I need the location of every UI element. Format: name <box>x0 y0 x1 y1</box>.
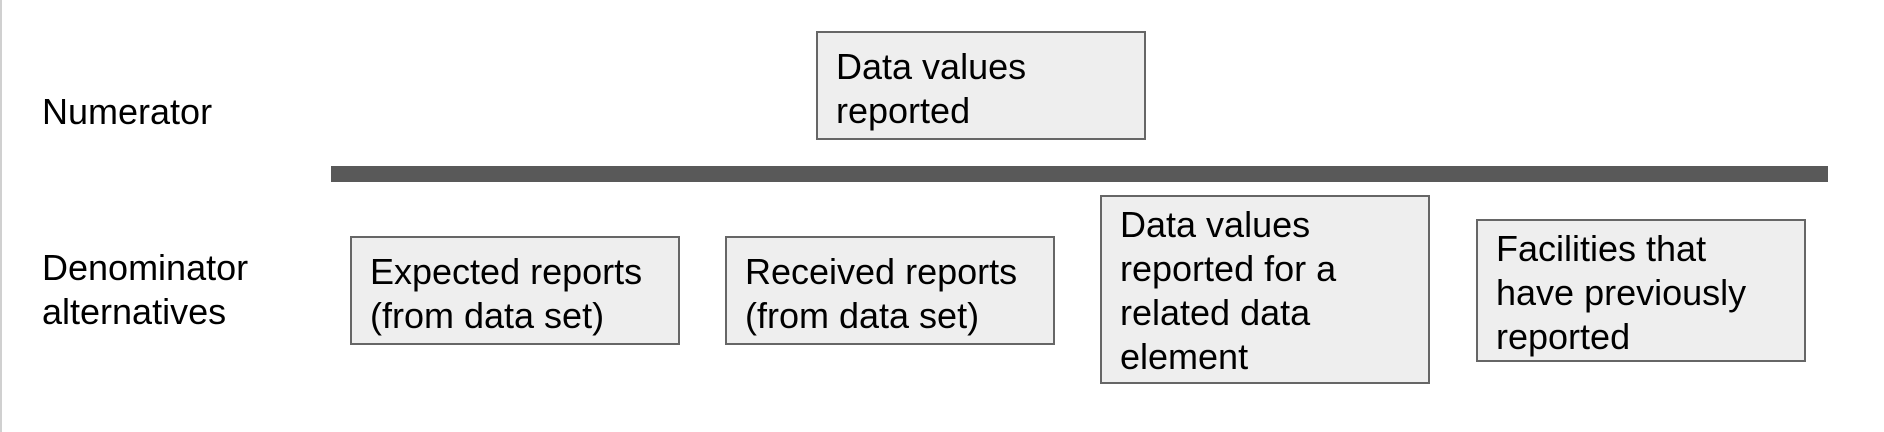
numerator-label-line: Numerator <box>42 91 213 132</box>
box-text-line: Data values <box>1120 204 1311 245</box>
fraction-divider-bar <box>331 166 1828 182</box>
numerator-label: Numerator <box>42 90 212 134</box>
received-reports-box: Received reports (from data set) <box>725 236 1055 345</box>
box-text-line: reported <box>1496 316 1631 357</box>
facilities-previously-reported-box: Facilities that have previously reported <box>1476 219 1806 362</box>
box-text-line: Facilities that <box>1496 228 1707 269</box>
box-text-line: Expected reports <box>370 251 643 292</box>
box-text-line: (from data set) <box>370 295 605 336</box>
denominator-alternatives-label: Denominator alternatives <box>42 246 248 334</box>
box-text-line: reported <box>836 90 971 131</box>
related-data-element-box: Data values reported for a related data … <box>1100 195 1430 384</box>
box-text-line: reported for a <box>1120 248 1337 289</box>
left-border <box>0 0 2 432</box>
denominator-label-line-2: alternatives <box>42 291 227 332</box>
box-text-line: (from data set) <box>745 295 980 336</box>
data-values-reported-box: Data values reported <box>816 31 1146 140</box>
box-text-line: Data values <box>836 46 1027 87</box>
box-text-line: Received reports <box>745 251 1018 292</box>
denominator-label-line-1: Denominator <box>42 247 249 288</box>
expected-reports-box: Expected reports (from data set) <box>350 236 680 345</box>
box-text-line: element <box>1120 336 1249 377</box>
box-text-line: related data <box>1120 292 1311 333</box>
box-text-line: have previously <box>1496 272 1747 313</box>
